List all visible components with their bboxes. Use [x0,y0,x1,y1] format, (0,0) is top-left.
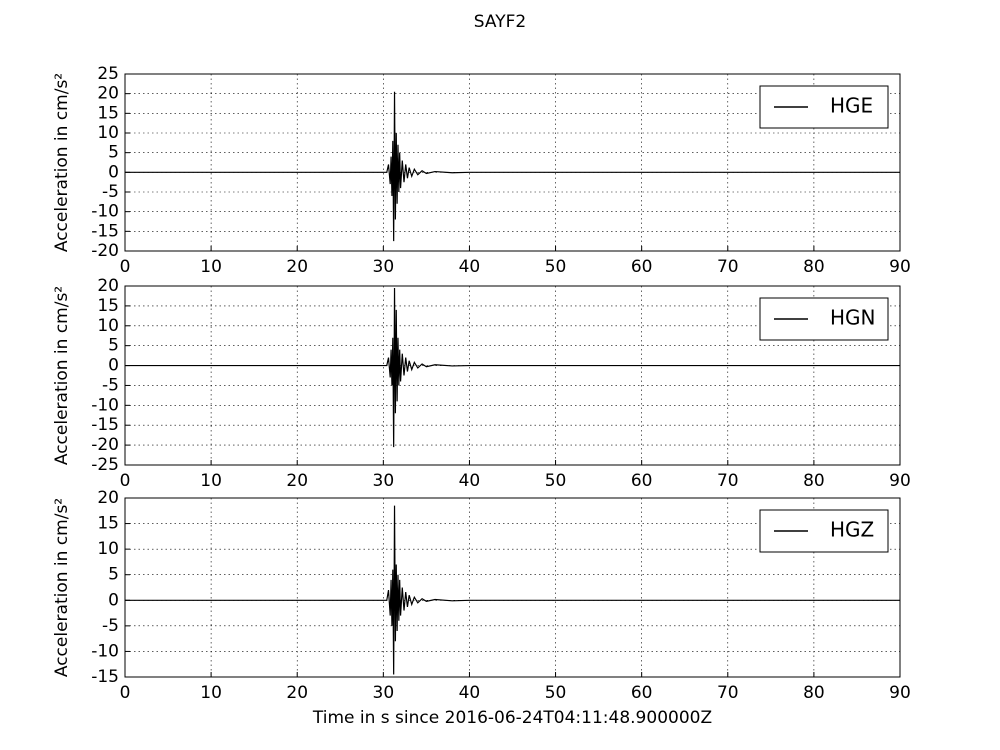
x-tick-label: 20 [286,683,308,703]
y-tick-label: 10 [97,123,119,143]
axes-frame [124,73,901,252]
y-tick-label: -15 [91,415,119,435]
waveform [125,287,900,448]
x-tick-label: 80 [803,257,825,277]
y-tick-label: 0 [108,590,119,610]
y-tick-label: -10 [91,395,119,415]
x-tick-label: 90 [889,257,911,277]
x-tick-label: 50 [545,683,567,703]
y-tick-label: 10 [97,539,119,559]
y-tick-label: -15 [91,221,119,241]
y-tick-label: 15 [97,296,119,316]
x-tick-label: 20 [286,257,308,277]
y-tick-label: -20 [91,241,119,261]
x-tick-label: 90 [889,471,911,491]
y-tick-label: 0 [108,356,119,376]
waveform [125,505,900,675]
y-tick-label: 15 [97,514,119,534]
y-tick-label: 15 [97,103,119,123]
y-tick-label: 20 [97,276,119,296]
y-tick-label: 5 [108,565,119,585]
x-tick-label: 0 [120,471,131,491]
y-tick-label: 10 [97,316,119,336]
legend-label: HGE [830,94,873,118]
x-tick-label: 30 [373,683,395,703]
x-tick-label: 40 [459,471,481,491]
x-axis-label: Time in s since 2016-06-24T04:11:48.9000… [312,708,712,728]
x-tick-label: 70 [717,257,739,277]
y-axis-label: Acceleration in cm/s² [52,286,72,465]
x-tick-label: 60 [631,471,653,491]
y-tick-label: -5 [102,616,119,636]
y-tick-label: 25 [97,64,119,84]
x-tick-label: 60 [631,683,653,703]
axes-frame [124,497,901,678]
x-tick-label: 30 [373,471,395,491]
x-tick-label: 50 [545,471,567,491]
y-tick-label: -15 [91,667,119,687]
y-tick-label: -10 [91,641,119,661]
y-tick-label: -20 [91,435,119,455]
x-tick-label: 10 [200,683,222,703]
waveform [125,91,900,242]
y-tick-label: 5 [108,336,119,356]
legend-label: HGZ [830,518,874,542]
x-tick-label: 40 [459,257,481,277]
y-tick-label: 5 [108,143,119,163]
figure-title: SAYF2 [474,12,526,32]
x-tick-label: 20 [286,471,308,491]
x-tick-label: 50 [545,257,567,277]
x-tick-label: 70 [717,471,739,491]
x-tick-label: 10 [200,257,222,277]
x-tick-label: 80 [803,683,825,703]
x-tick-label: 70 [717,683,739,703]
legend-label: HGN [830,306,876,330]
y-tick-label: -5 [102,375,119,395]
x-tick-label: 40 [459,683,481,703]
x-tick-label: 10 [200,471,222,491]
x-tick-label: 0 [120,683,131,703]
y-tick-label: 20 [97,488,119,508]
y-axis-label: Acceleration in cm/s² [52,498,72,677]
x-tick-label: 0 [120,257,131,277]
y-tick-label: -10 [91,202,119,222]
x-tick-label: 30 [373,257,395,277]
y-tick-label: 0 [108,162,119,182]
y-tick-label: -25 [91,455,119,475]
axes-frame [124,285,901,466]
y-axis-label: Acceleration in cm/s² [52,73,72,252]
y-tick-label: -5 [102,182,119,202]
x-tick-label: 60 [631,257,653,277]
y-tick-label: 20 [97,84,119,104]
x-tick-label: 80 [803,471,825,491]
x-tick-label: 90 [889,683,911,703]
